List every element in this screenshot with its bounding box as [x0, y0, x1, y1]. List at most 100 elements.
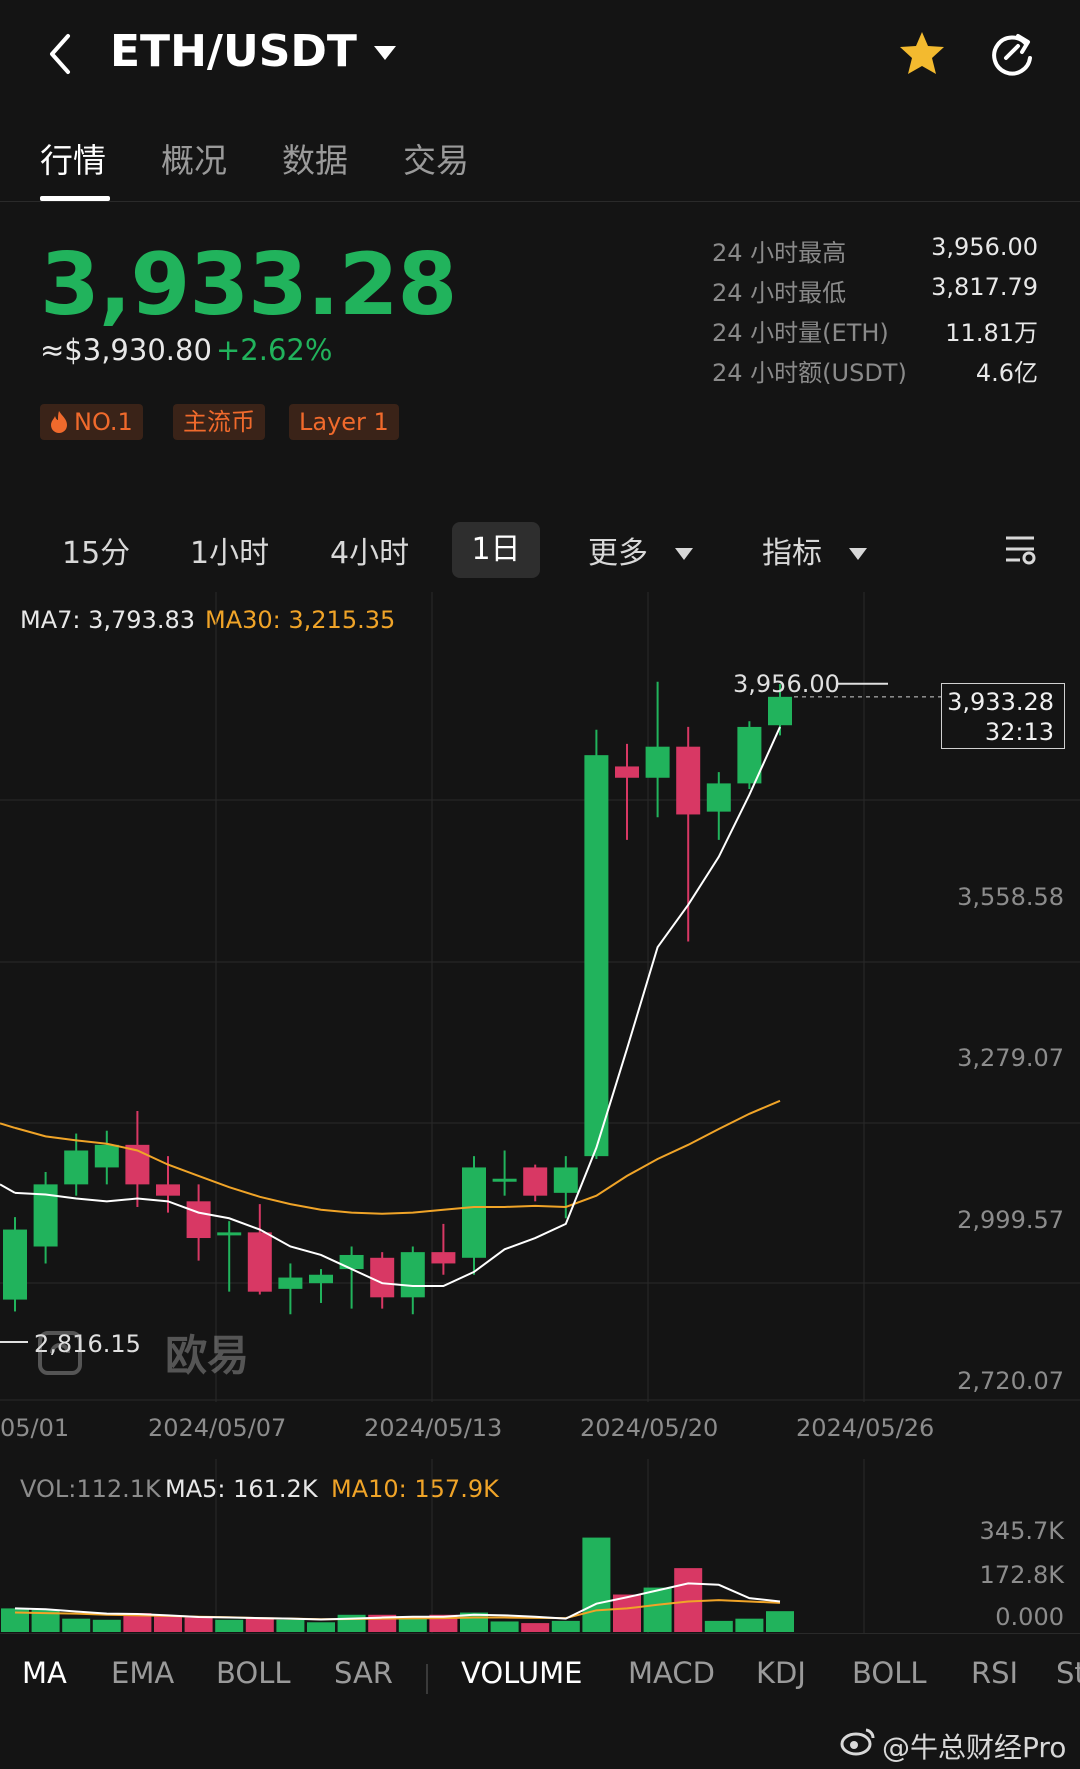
tab-market[interactable]: 行情 — [40, 141, 106, 180]
caret-down-icon[interactable] — [372, 44, 398, 62]
indicator-ma[interactable]: MA — [22, 1656, 67, 1690]
volume-bar — [31, 1609, 60, 1632]
interval-more[interactable]: 更多 — [588, 528, 694, 572]
stat-volume-label: 24 小时量(ETH) — [712, 319, 889, 347]
main-tabs: 行情 概况 数据 交易 — [0, 110, 1080, 202]
candle-body — [217, 1232, 242, 1236]
last-price-marker[interactable]: 3,933.28 32:13 — [941, 683, 1065, 749]
candle-body — [584, 755, 609, 1157]
volume-chart[interactable] — [0, 1459, 1080, 1634]
x-axis-label: 2024/05/26 — [796, 1414, 935, 1442]
fire-icon — [51, 411, 67, 433]
star-icon[interactable] — [898, 30, 946, 76]
ma7-legend: MA7: 3,793.83 — [20, 606, 195, 634]
candle-body — [523, 1167, 548, 1196]
ma30-line — [0, 1122, 16, 1129]
volume-bar — [766, 1611, 794, 1632]
chevron-left-icon[interactable] — [44, 30, 74, 78]
stat-turnover-value: 4.6亿 — [975, 359, 1038, 387]
interval-more-label: 更多 — [588, 536, 648, 571]
candle-body — [676, 746, 701, 815]
candle-body — [247, 1232, 272, 1292]
candle-body — [186, 1201, 211, 1239]
candle-countdown: 32:13 — [984, 718, 1054, 746]
volume-legend: VOL:112.1K — [20, 1475, 161, 1503]
okx-watermark-text: 欧易 — [165, 1331, 250, 1380]
interval-1d[interactable]: 1日 — [452, 522, 540, 578]
tab-data[interactable]: 数据 — [282, 141, 348, 180]
candle-body — [156, 1184, 180, 1196]
candle-body — [370, 1257, 395, 1298]
indicator-volume[interactable]: VOLUME — [461, 1656, 583, 1690]
tag-layer1[interactable]: Layer 1 — [289, 404, 399, 440]
pair-title[interactable]: ETH/USDT — [110, 26, 357, 77]
candle-body — [339, 1254, 364, 1270]
okx-watermark: 欧易 — [38, 1322, 249, 1383]
indicator-stoch[interactable]: St — [1056, 1656, 1080, 1690]
candle-body — [768, 696, 792, 726]
volume-y-label: 172.8K — [979, 1561, 1064, 1589]
volume-y-label: 345.7K — [979, 1517, 1064, 1545]
interval-4h[interactable]: 4小时 — [330, 536, 410, 571]
weibo-icon — [840, 1728, 875, 1756]
indicator-divider — [426, 1664, 428, 1694]
interval-1h[interactable]: 1小时 — [190, 536, 270, 571]
header: ETH/USDT — [0, 0, 1080, 110]
interval-15m[interactable]: 15分 — [62, 536, 131, 571]
volume-bar — [643, 1587, 672, 1632]
tab-overview[interactable]: 概况 — [161, 141, 227, 180]
refresh-icon[interactable] — [988, 30, 1036, 78]
ma30-line — [14, 1099, 781, 1215]
tag-mainstream[interactable]: 主流币 — [173, 404, 265, 440]
indicator-rsi[interactable]: RSI — [971, 1656, 1019, 1690]
last-price-marker-price: 3,933.28 — [947, 688, 1054, 716]
y-axis-label: 2,999.57 — [957, 1206, 1064, 1234]
x-axis-label: 05/01 — [0, 1414, 70, 1442]
stat-turnover-label: 24 小时额(USDT) — [712, 359, 907, 387]
volume-ma10-legend: MA10: 157.9K — [331, 1475, 499, 1503]
volume-ma10-line — [14, 1599, 781, 1621]
chart-settings-icon[interactable] — [1004, 534, 1038, 566]
low-price-marker: 2,816.15 — [34, 1330, 141, 1358]
candle-body — [706, 783, 731, 812]
candle-body — [278, 1277, 303, 1289]
volume-bar — [1, 1608, 29, 1632]
okx-logo-icon — [38, 1330, 82, 1375]
indicator-bar: MA EMA BOLL SAR VOLUME MACD KDJ BOLL RSI… — [0, 1633, 1080, 1717]
volume-ma5-line — [14, 1582, 781, 1621]
indicator-sar[interactable]: SAR — [334, 1656, 393, 1690]
indicator-ema[interactable]: EMA — [111, 1656, 175, 1690]
indicator-dropdown-label: 指标 — [762, 536, 822, 571]
candle-body — [645, 746, 670, 778]
volume-bar — [582, 1537, 611, 1632]
high-price-marker: 3,956.00 — [733, 670, 840, 698]
tab-trade[interactable]: 交易 — [403, 141, 469, 180]
indicator-boll-sub[interactable]: BOLL — [852, 1656, 927, 1690]
volume-bar — [62, 1618, 91, 1632]
volume-bar — [490, 1621, 519, 1632]
volume-bar — [704, 1620, 733, 1632]
volume-bar — [551, 1620, 580, 1632]
candle-body — [462, 1167, 486, 1258]
indicator-kdj[interactable]: KDJ — [756, 1656, 806, 1690]
stat-low-label: 24 小时最低 — [712, 279, 847, 307]
volume-bar — [398, 1617, 427, 1632]
weibo-handle: @牛总财经Pro — [882, 1731, 1067, 1764]
y-axis-label: 3,279.07 — [957, 1044, 1064, 1072]
candlestick-chart[interactable] — [0, 592, 1080, 1402]
indicator-boll[interactable]: BOLL — [216, 1656, 291, 1690]
ma30-legend: MA30: 3,215.35 — [205, 606, 396, 634]
stat-low-value: 3,817.79 — [931, 273, 1038, 301]
volume-ma5-legend: MA5: 161.2K — [165, 1475, 318, 1503]
ma7-line — [14, 726, 781, 1288]
candle-body — [615, 766, 639, 778]
y-axis-label: 2,720.07 — [957, 1367, 1064, 1395]
x-axis-label: 2024/05/07 — [148, 1414, 287, 1442]
volume-bar — [521, 1623, 550, 1632]
tag-rank[interactable]: NO.1 — [40, 404, 143, 440]
volume-bar — [123, 1613, 152, 1632]
price-change: +2.62% — [216, 333, 333, 367]
indicator-dropdown[interactable]: 指标 — [762, 528, 868, 572]
stat-high-label: 24 小时最高 — [712, 239, 847, 267]
indicator-macd[interactable]: MACD — [628, 1656, 715, 1690]
